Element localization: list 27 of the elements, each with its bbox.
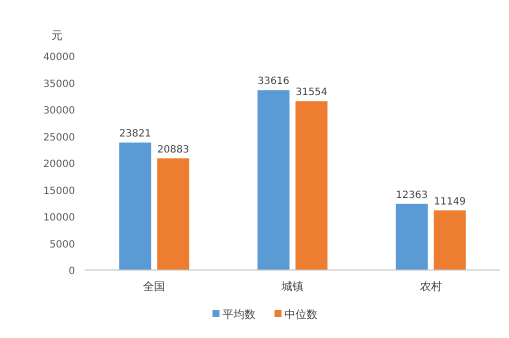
y-tick-label: 0: [68, 266, 75, 277]
bar: [396, 204, 428, 270]
y-tick-label: 20000: [43, 159, 75, 170]
x-tick-label: 城镇: [280, 280, 304, 293]
data-label: 20883: [157, 144, 190, 156]
bar: [258, 90, 290, 270]
bar: [296, 101, 328, 270]
y-tick-label: 5000: [50, 239, 75, 250]
y-tick-label: 40000: [43, 52, 75, 63]
x-tick-label: 全国: [143, 280, 166, 293]
data-label: 23821: [119, 128, 152, 140]
data-label: 11149: [434, 196, 466, 208]
x-tick-label: 农村: [420, 280, 442, 293]
legend-label: 平均数: [222, 308, 256, 321]
y-tick-label: 10000: [43, 212, 75, 224]
data-label: 31554: [296, 87, 328, 98]
y-tick-label: 25000: [43, 132, 75, 144]
bar: [434, 210, 466, 270]
bar: [119, 142, 152, 270]
y-axis-title: 元: [52, 29, 62, 42]
y-tick-label: 15000: [43, 186, 75, 197]
data-label: 12363: [396, 190, 428, 201]
data-label: 33616: [258, 76, 290, 88]
y-tick-label: 30000: [43, 106, 75, 116]
y-tick-label: 35000: [43, 78, 75, 90]
bar: [157, 158, 190, 270]
legend-label: 中位数: [284, 308, 318, 321]
